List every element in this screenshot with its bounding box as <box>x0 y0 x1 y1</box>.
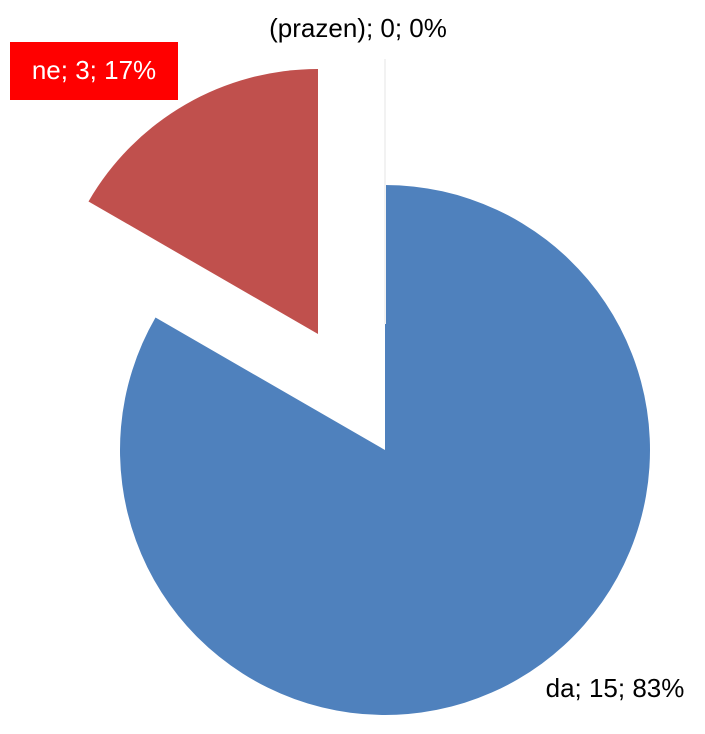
pie-slice <box>119 185 650 715</box>
data-label: da; 15; 83% <box>546 673 685 703</box>
data-label: ne; 3; 17% <box>32 55 156 85</box>
label-background <box>10 42 178 100</box>
data-label: (prazen); 0; 0% <box>269 13 447 43</box>
pie-slice <box>88 68 318 334</box>
